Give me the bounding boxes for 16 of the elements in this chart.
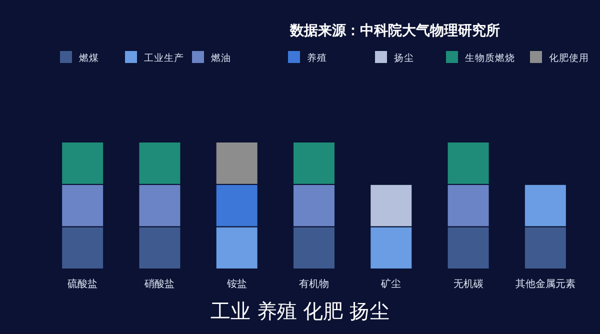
text: 工业 养殖 化肥 扬尘 xyxy=(210,299,390,323)
legend-label: 燃油 xyxy=(211,52,231,64)
x-tick-label: 矿尘 xyxy=(380,278,402,290)
x-tick-label: 硫酸盐 xyxy=(68,278,98,290)
legend-label: 生物质燃烧 xyxy=(465,52,515,64)
legend-label: 化肥使用 xyxy=(549,52,589,64)
x-tick-label: 无机碳 xyxy=(453,278,484,290)
x-tick-label: 有机物 xyxy=(299,278,329,290)
x-tick-label: 硝酸盐 xyxy=(144,278,175,290)
source-note: 数据来源：中科院大气物理研究所 xyxy=(289,22,500,39)
x-tick-label: 其他金属元素 xyxy=(515,278,576,290)
legend-label: 养殖 xyxy=(307,52,327,64)
legend-label: 工业生产 xyxy=(144,52,184,64)
x-tick-label: 铵盐 xyxy=(226,278,247,290)
legend-label: 燃煤 xyxy=(79,52,99,64)
legend-label: 扬尘 xyxy=(394,52,414,64)
